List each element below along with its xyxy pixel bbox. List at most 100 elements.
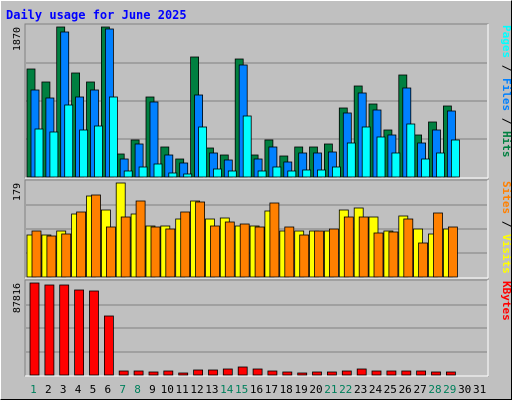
- bar-kbytes-day-22: [341, 370, 352, 376]
- bar-kbytes-day-8: [133, 370, 144, 376]
- day-labels: 1 2 3 4 5 6 7 8 9 10 11 12 13 14 15 16 17 18 19 20 21 22 23 24 2…: [30, 383, 486, 396]
- bar-kbytes-day-26: [401, 370, 412, 376]
- bar-sites-day-26: [403, 218, 414, 278]
- bar-sites-day-5: [91, 194, 101, 278]
- bar-pages-day-5: [94, 125, 103, 178]
- day-label-31: 31: [473, 383, 486, 396]
- bar-kbytes-day-9: [148, 371, 159, 376]
- bar-sites-day-9: [150, 226, 161, 278]
- bar-pages-day-3: [64, 104, 74, 178]
- chart-panels: 1870 Pages / Files / Hits 179 Sites / Visit…: [12, 23, 512, 377]
- day-label-14: 14: [220, 383, 234, 396]
- day-label-29: 29: [443, 383, 456, 396]
- bar-kbytes-day-23: [356, 368, 367, 376]
- series-pages: [34, 96, 460, 178]
- bar-sites-day-23: [358, 216, 369, 278]
- day-label-4: 4: [75, 383, 82, 396]
- panel-hits: 1870 Pages / Files / Hits: [12, 23, 512, 179]
- bar-pages-day-15: [242, 115, 252, 178]
- bar-sites-day-1: [31, 230, 42, 278]
- day-label-19: 19: [294, 383, 307, 396]
- bar-pages-day-10: [168, 172, 178, 178]
- bar-sites-day-25: [388, 231, 399, 278]
- bar-kbytes-day-16: [252, 368, 263, 376]
- bar-kbytes-day-1: [29, 282, 40, 376]
- bar-sites-day-6: [106, 226, 116, 278]
- bar-sites-day-2: [46, 235, 57, 278]
- y-max-label-kbytes: 87816: [12, 283, 23, 313]
- axis-label-part: /: [500, 111, 512, 131]
- bar-pages-day-25: [391, 152, 401, 178]
- bar-pages-day-29: [450, 139, 460, 178]
- bar-sites-day-27: [418, 242, 429, 278]
- bar-pages-day-27: [421, 158, 431, 178]
- bar-kbytes-day-13: [208, 369, 218, 376]
- bar-pages-day-9: [153, 163, 163, 178]
- y-max-label-visits: 179: [12, 183, 23, 201]
- axis-label-hits: Pages / Files / Hits: [500, 25, 512, 158]
- bar-sites-day-10: [165, 228, 176, 278]
- bar-sites-day-13: [210, 225, 220, 278]
- axis-label-visits: Sites / Visits: [500, 181, 512, 274]
- day-label-3: 3: [60, 383, 67, 396]
- day-label-12: 12: [190, 383, 203, 396]
- day-label-16: 16: [250, 383, 263, 396]
- day-label-22: 22: [339, 383, 352, 396]
- bar-pages-day-23: [361, 126, 371, 178]
- chart-title: Daily usage for June 2025: [6, 8, 187, 22]
- bar-pages-day-24: [376, 136, 386, 178]
- bar-kbytes-day-20: [312, 371, 322, 376]
- day-label-9: 9: [149, 383, 156, 396]
- bar-sites-day-21: [328, 228, 339, 278]
- day-label-6: 6: [104, 383, 111, 396]
- axis-label-part: Files: [500, 78, 512, 111]
- panel-kbytes: 87816 KBytes: [12, 279, 512, 377]
- series-kbytes: [29, 282, 456, 376]
- bar-sites-day-15: [239, 223, 250, 278]
- bar-sites-day-28: [433, 212, 443, 278]
- bar-kbytes-day-4: [74, 289, 84, 376]
- bar-sites-day-19: [299, 234, 310, 278]
- axis-label-part: Hits: [500, 131, 512, 158]
- day-label-21: 21: [324, 383, 337, 396]
- bar-kbytes-day-3: [59, 284, 70, 376]
- panel-visits: 179 Sites / Visits: [12, 179, 512, 279]
- bar-kbytes-day-6: [104, 315, 114, 376]
- day-label-11: 11: [175, 383, 188, 396]
- bar-kbytes-day-17: [267, 370, 278, 376]
- bar-kbytes-day-25: [386, 370, 397, 376]
- bar-kbytes-day-28: [431, 371, 441, 376]
- bar-pages-day-16: [257, 170, 267, 178]
- bar-sites-day-14: [224, 221, 235, 278]
- bar-pages-day-2: [49, 131, 59, 178]
- day-label-10: 10: [161, 383, 174, 396]
- bar-pages-day-12: [198, 126, 208, 178]
- bar-pages-day-8: [138, 166, 148, 178]
- bar-sites-day-3: [61, 233, 72, 278]
- bar-sites-day-17: [269, 202, 280, 278]
- bar-kbytes-day-11: [178, 372, 189, 376]
- day-label-1: 1: [30, 383, 37, 396]
- bar-kbytes-day-18: [282, 371, 293, 376]
- bar-pages-day-22: [346, 142, 356, 178]
- bar-kbytes-day-14: [222, 368, 233, 376]
- day-label-18: 18: [280, 383, 293, 396]
- axis-label-part: Sites: [500, 181, 512, 214]
- bar-pages-day-7: [123, 170, 133, 178]
- bar-pages-day-1: [34, 128, 44, 178]
- y-max-label-hits: 1870: [12, 27, 23, 51]
- day-label-25: 25: [384, 383, 397, 396]
- day-label-13: 13: [205, 383, 218, 396]
- axis-label-kbytes: KBytes: [500, 281, 512, 321]
- bar-sites-day-18: [284, 226, 295, 278]
- bar-sites-day-8: [135, 200, 146, 278]
- bar-kbytes-day-12: [193, 369, 204, 376]
- day-label-27: 27: [413, 383, 426, 396]
- axis-label-part: KBytes: [500, 281, 512, 321]
- axis-label-part: /: [500, 58, 512, 78]
- bar-sites-day-22: [343, 216, 354, 278]
- bar-sites-day-11: [180, 211, 191, 278]
- bar-pages-day-20: [317, 169, 326, 178]
- day-label-2: 2: [45, 383, 52, 396]
